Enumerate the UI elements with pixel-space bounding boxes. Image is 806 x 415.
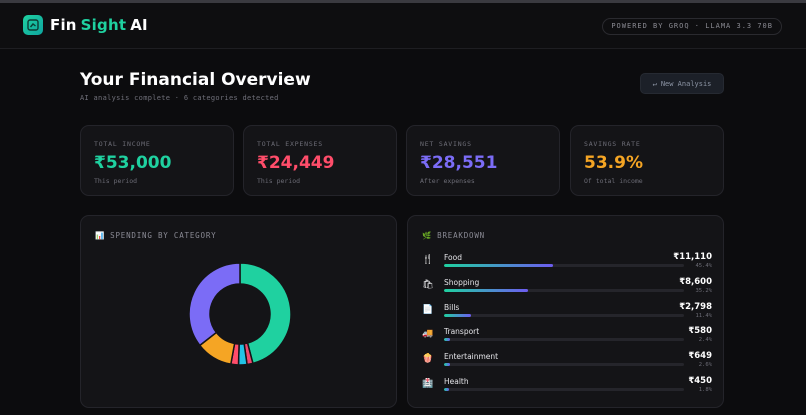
card-label: TOTAL EXPENSES (257, 140, 323, 148)
total-expenses-card: TOTAL EXPENSES ₹24,449 This period (243, 125, 397, 196)
category-amount: ₹450 (688, 376, 712, 386)
window-top-border (0, 0, 806, 3)
powered-by-badge: POWERED BY GROQ · LLAMA 3.3 70B (602, 18, 782, 35)
spending-panel-header: 📊 SPENDING BY CATEGORY (95, 231, 216, 240)
card-label: NET SAVINGS (420, 140, 472, 148)
breakdown-panel: 🌿 BREAKDOWN 🍴 Food ₹11,110 45.4% 🛍 Shopping ₹8… (407, 215, 724, 408)
category-percent: 45.4% (695, 263, 712, 269)
breakdown-row-shopping: 🛍 Shopping ₹8,600 35.2% (422, 277, 712, 299)
truck-icon: 🚚 (422, 329, 434, 340)
app-header: Fin Sight AI POWERED BY GROQ · LLAMA 3.3 7… (0, 3, 806, 49)
page-title: Your Financial Overview (80, 70, 311, 90)
category-progress-fill (444, 338, 450, 342)
category-progress-bar (444, 338, 684, 342)
category-progress-fill (444, 288, 529, 292)
category-progress-bar (444, 264, 684, 267)
category-amount: ₹2,798 (679, 301, 712, 312)
logo-icon (23, 15, 43, 35)
category-name: Entertainment (444, 352, 499, 362)
category-percent: 11.4% (695, 312, 712, 319)
net-savings-card: NET SAVINGS ₹28,551 After expenses (406, 125, 560, 196)
card-subtext: This period (94, 177, 138, 185)
donut-slice-food[interactable] (239, 262, 292, 365)
category-progress-bar (444, 313, 684, 317)
category-name: Transport (444, 327, 480, 337)
category-amount: ₹649 (688, 351, 712, 362)
category-name: Bills (444, 302, 460, 312)
category-percent: 1.8% (698, 387, 712, 393)
category-progress-fill (444, 264, 553, 267)
donut-slice-shopping[interactable] (188, 262, 241, 347)
bar-chart-icon: 📊 (95, 231, 106, 240)
card-label: SAVINGS RATE (584, 140, 641, 148)
card-value: ₹28,551 (420, 153, 498, 173)
category-percent: 2.4% (698, 337, 712, 344)
brand-part-fin: Fin (50, 16, 77, 34)
category-progress-bar (444, 288, 684, 292)
card-label: TOTAL INCOME (94, 140, 151, 148)
category-name: Shopping (444, 277, 480, 287)
category-name: Food (444, 253, 462, 262)
category-name: Health (444, 377, 469, 386)
popcorn-icon: 🍿 (422, 354, 434, 365)
card-subtext: This period (257, 177, 301, 185)
spending-by-category-panel: 📊 SPENDING BY CATEGORY (80, 215, 397, 408)
category-progress-fill (444, 313, 472, 317)
hospital-icon: 🏥 (422, 379, 434, 389)
brand-title: Fin Sight AI (50, 16, 148, 34)
category-amount: ₹580 (688, 326, 712, 337)
new-analysis-button[interactable]: ↵ New Analysis (640, 73, 724, 94)
category-progress-bar (444, 388, 684, 391)
breakdown-panel-header: 🌿 BREAKDOWN (422, 231, 485, 240)
bill-icon: 📄 (422, 304, 434, 315)
breakdown-row-food: 🍴 Food ₹11,110 45.4% (422, 252, 712, 274)
card-value: ₹53,000 (94, 153, 172, 173)
breakdown-row-entertainment: 🍿 Entertainment ₹649 2.6% (422, 351, 712, 373)
card-value: ₹24,449 (257, 153, 335, 173)
total-income-card: TOTAL INCOME ₹53,000 This period (80, 125, 234, 196)
brand-part-ai: AI (130, 16, 148, 34)
breakdown-row-bills: 📄 Bills ₹2,798 11.4% (422, 302, 712, 324)
category-percent: 2.6% (698, 362, 712, 369)
shopping-bag-icon: 🛍 (422, 279, 434, 290)
category-percent: 35.2% (695, 287, 712, 294)
card-subtext: Of total income (584, 177, 643, 185)
category-amount: ₹11,110 (673, 252, 712, 262)
savings-rate-card: SAVINGS RATE 53.9% Of total income (570, 125, 724, 196)
category-amount: ₹8,600 (679, 276, 712, 287)
new-analysis-label: New Analysis (660, 79, 712, 88)
return-icon: ↵ (652, 79, 657, 88)
fork-knife-icon: 🍴 (422, 255, 434, 265)
breakdown-row-health: 🏥 Health ₹450 1.8% (422, 376, 712, 398)
card-subtext: After expenses (420, 177, 475, 185)
breakdown-row-transport: 🚚 Transport ₹580 2.4% (422, 326, 712, 348)
breakdown-panel-title: BREAKDOWN (437, 231, 485, 240)
page-subtitle: AI analysis complete · 6 categories dete… (80, 94, 279, 102)
card-value: 53.9% (584, 153, 643, 173)
category-progress-fill (444, 363, 451, 367)
spending-panel-title: SPENDING BY CATEGORY (110, 231, 217, 240)
category-progress-fill (444, 388, 449, 391)
category-progress-bar (444, 363, 684, 367)
leaf-icon: 🌿 (422, 231, 433, 240)
brand-part-sight: Sight (80, 16, 127, 34)
spending-donut-chart (188, 262, 292, 366)
